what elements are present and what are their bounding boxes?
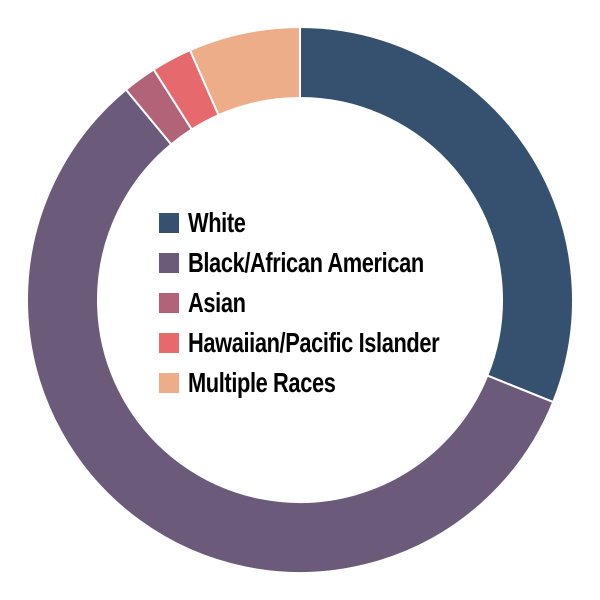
legend-swatch-icon bbox=[159, 253, 179, 273]
legend-label: Black/African American bbox=[188, 247, 424, 278]
legend-item-black-african-american[interactable]: Black/African American bbox=[159, 243, 510, 283]
legend-label: White bbox=[188, 207, 246, 238]
legend-item-asian[interactable]: Asian bbox=[159, 283, 510, 323]
legend-label: Multiple Races bbox=[188, 367, 336, 398]
donut-segment-multiple-races[interactable] bbox=[188, 25, 301, 117]
legend-swatch-icon bbox=[159, 213, 179, 233]
legend-item-white[interactable]: White bbox=[159, 203, 510, 243]
legend-item-multiple-races[interactable]: Multiple Races bbox=[159, 363, 510, 403]
legend-swatch-icon bbox=[159, 293, 179, 313]
donut-segment-white[interactable] bbox=[299, 25, 574, 404]
legend-label: Hawaiian/Pacific Islander bbox=[188, 327, 440, 358]
legend-item-hawaiian-pacific-islander[interactable]: Hawaiian/Pacific Islander bbox=[159, 323, 510, 363]
legend-swatch-icon bbox=[159, 333, 179, 353]
donut-segment-black-african-american[interactable] bbox=[26, 88, 555, 574]
legend-swatch-icon bbox=[159, 373, 179, 393]
chart-legend: White Black/African American Asian Hawaiian… bbox=[159, 203, 510, 403]
legend-label: Asian bbox=[188, 287, 246, 318]
